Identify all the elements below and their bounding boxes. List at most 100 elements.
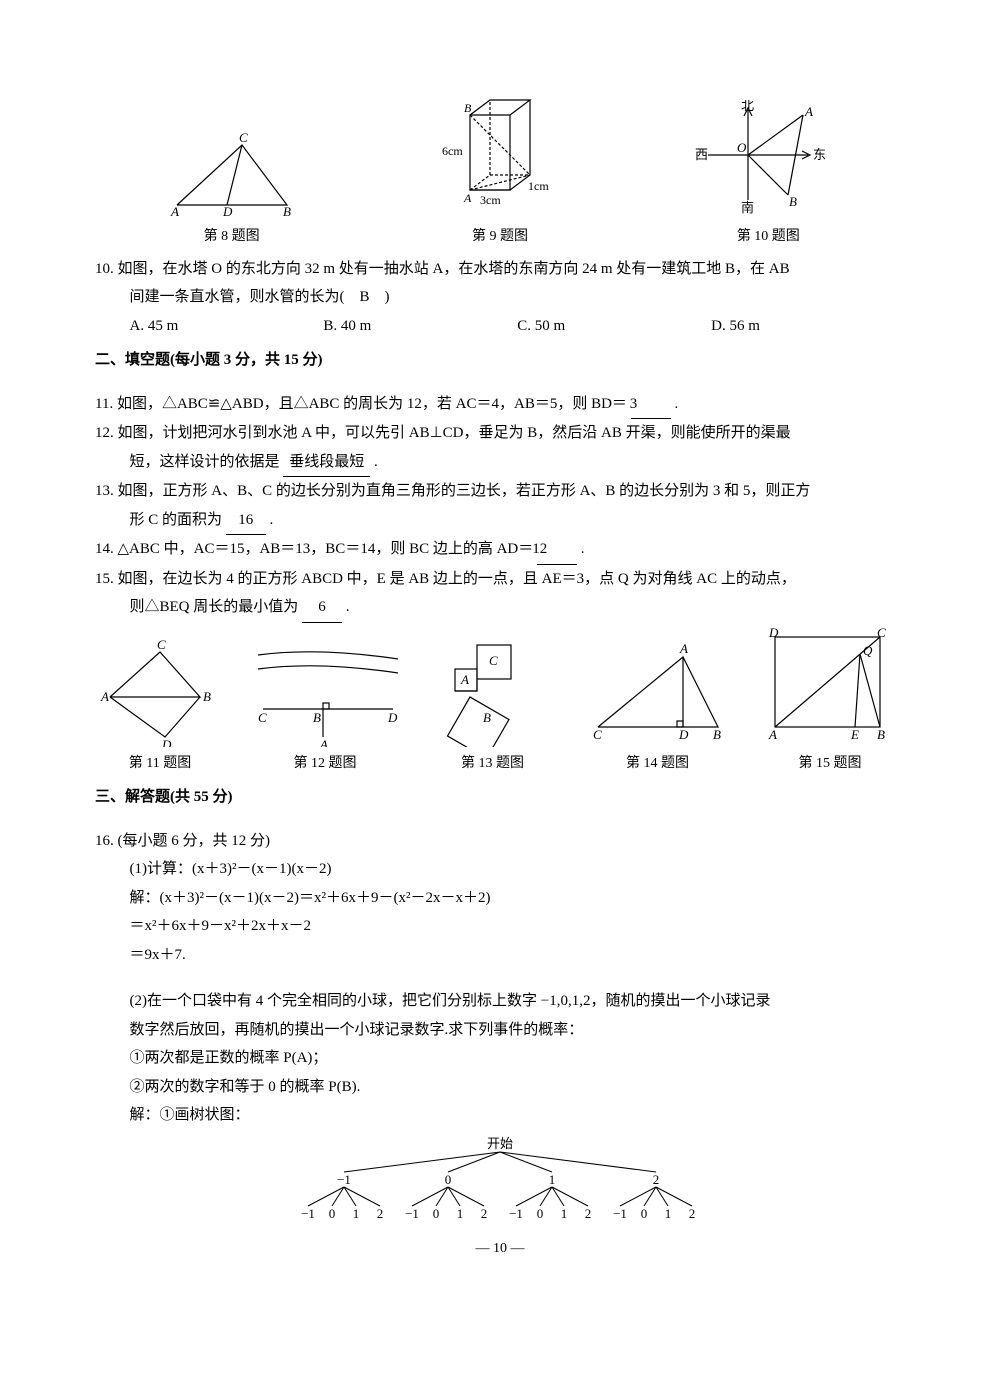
lbl: A [679, 641, 688, 656]
svg-text:2: 2 [653, 1172, 660, 1187]
q-text: 则△BEQ 周长的最小值为 [130, 599, 299, 615]
lbl: 东 [813, 147, 826, 162]
lbl: 6cm [442, 144, 463, 158]
lbl: C [239, 130, 248, 145]
question-10-line2: 间建一条直水管，则水管的长为( B ) [95, 283, 905, 312]
lbl: A [768, 727, 777, 742]
lbl: Q [863, 643, 873, 658]
tree-diagram: 开始−1−10120−10121−10122−1012 [270, 1136, 730, 1226]
fig15-svg: A B C D E Q [755, 627, 905, 747]
svg-text:2: 2 [481, 1206, 488, 1221]
q-text: 如图，△ABC≌△ABD，且△ABC 的周长为 12，若 AC＝4，AB＝5，则… [117, 396, 627, 412]
lbl: D [161, 737, 172, 747]
fig14-caption: 第 14 题图 [583, 751, 733, 778]
svg-text:0: 0 [537, 1206, 544, 1221]
lbl: C [157, 637, 166, 652]
lbl: E [850, 727, 859, 742]
svg-text:−1: −1 [509, 1206, 523, 1221]
opt-a: A. 45 m [130, 312, 324, 341]
lbl: A [319, 737, 328, 747]
fig10-caption: 第 10 题图 [693, 224, 843, 251]
page-number: — 10 — [95, 1236, 905, 1263]
q16-p2-sol: 解：①画树状图： [95, 1101, 905, 1130]
q-num: 16. [95, 833, 114, 849]
lbl: B [483, 710, 491, 725]
q16-p1: (1)计算：(x＋3)²－(x－1)(x－2) [95, 855, 905, 884]
svg-text:0: 0 [445, 1172, 452, 1187]
svg-text:−1: −1 [301, 1206, 315, 1221]
fig13-caption: 第 13 题图 [425, 751, 560, 778]
figure-8: A D B C 第 8 题图 [157, 130, 307, 251]
svg-text:2: 2 [585, 1206, 592, 1221]
q-text: 如图，计划把河水引到水池 A 中，可以先引 AB⊥CD，垂足为 B，然后沿 AB… [118, 425, 791, 441]
svg-text:2: 2 [377, 1206, 384, 1221]
svg-text:1: 1 [549, 1172, 556, 1187]
lbl: B [789, 194, 797, 209]
section-2-header: 二、填空题(每小题 3 分，共 15 分) [95, 346, 905, 375]
question-12-line2: 短，这样设计的依据是 垂线段最短 . [95, 448, 905, 478]
lbl: C [593, 727, 602, 742]
lbl: B [877, 727, 885, 742]
blank-answer: 6 [302, 593, 342, 623]
figure-row-middle: A B C D 第 11 题图 C B [95, 627, 905, 778]
svg-text:0: 0 [329, 1206, 336, 1221]
lbl: 北 [741, 100, 754, 113]
figure-14: C D B A 第 14 题图 [583, 637, 733, 778]
lbl: 1cm [528, 179, 549, 193]
fig14-svg: C D B A [583, 637, 733, 747]
question-10-options: A. 45 m B. 40 m C. 50 m D. 56 m [95, 312, 905, 341]
q-num: 12. [95, 425, 114, 441]
q-text: 如图，正方形 A、B、C 的边长分别为直角三角形的三边长，若正方形 A、B 的边… [118, 483, 811, 499]
fig12-svg: C B D A [248, 637, 403, 747]
q16-p2-t2: 数字然后放回，再随机的摸出一个小球记录数字.求下列事件的概率： [95, 1016, 905, 1045]
q-num: 14. [95, 541, 114, 557]
blank-answer: 3 [631, 390, 671, 420]
svg-text:−1: −1 [337, 1172, 351, 1187]
q16-p2-b: ②两次的数字和等于 0 的概率 P(B). [95, 1073, 905, 1102]
question-12: 12. 如图，计划把河水引到水池 A 中，可以先引 AB⊥CD，垂足为 B，然后… [95, 419, 905, 448]
q16-p1-s1: 解：(x＋3)²－(x－1)(x－2)＝x²＋6x＋9－(x²－2x－x＋2) [95, 884, 905, 913]
question-13: 13. 如图，正方形 A、B、C 的边长分别为直角三角形的三边长，若正方形 A、… [95, 477, 905, 506]
lbl: D [768, 627, 779, 640]
svg-text:1: 1 [457, 1206, 464, 1221]
figure-13: A B C 第 13 题图 [425, 627, 560, 778]
opt-c: C. 50 m [517, 312, 711, 341]
svg-text:−1: −1 [405, 1206, 419, 1221]
figure-10: 北 南 东 西 O A B 第 10 题图 [693, 100, 843, 251]
fig10-svg: 北 南 东 西 O A B [693, 100, 843, 220]
blank-answer: 垂线段最短 [283, 448, 370, 478]
lbl: D [387, 710, 398, 725]
lbl: A [170, 204, 179, 219]
lbl: A [804, 104, 813, 119]
figure-15: A B C D E Q 第 15 题图 [755, 627, 905, 778]
q-text: △ABC 中，AC＝15，AB＝13，BC＝14，则 BC 边上的高 AD＝ [118, 541, 534, 557]
lbl: D [678, 727, 689, 742]
q16-p2-t1: (2)在一个口袋中有 4 个完全相同的小球，把它们分别标上数字 −1,0,1,2… [95, 987, 905, 1016]
blank-answer: 16 [226, 506, 266, 536]
fig11-svg: A B C D [95, 637, 225, 747]
q-num: 10. [95, 261, 114, 277]
q16-p1-s3: ＝9x＋7. [95, 941, 905, 970]
fig8-caption: 第 8 题图 [157, 224, 307, 251]
lbl: C [258, 710, 267, 725]
lbl: C [489, 653, 498, 668]
lbl: A [100, 689, 109, 704]
lbl: C [877, 627, 886, 640]
lbl: 南 [741, 200, 754, 215]
q-tail: . [270, 512, 274, 528]
lbl: A [460, 672, 469, 687]
lbl: D [222, 204, 233, 219]
lbl: O [737, 140, 747, 155]
q-text: 短，这样设计的依据是 [130, 454, 280, 470]
blank-answer: 12 [537, 535, 577, 565]
lbl: B [713, 727, 721, 742]
figure-11: A B C D 第 11 题图 [95, 637, 225, 778]
svg-text:1: 1 [353, 1206, 360, 1221]
q-tail: . [374, 454, 378, 470]
spacer [95, 969, 905, 987]
opt-d: D. 56 m [711, 312, 905, 341]
svg-text:开始: 开始 [487, 1136, 513, 1151]
fig9-caption: 第 9 题图 [430, 224, 570, 251]
svg-text:1: 1 [561, 1206, 568, 1221]
section-3-header: 三、解答题(共 55 分) [95, 783, 905, 812]
